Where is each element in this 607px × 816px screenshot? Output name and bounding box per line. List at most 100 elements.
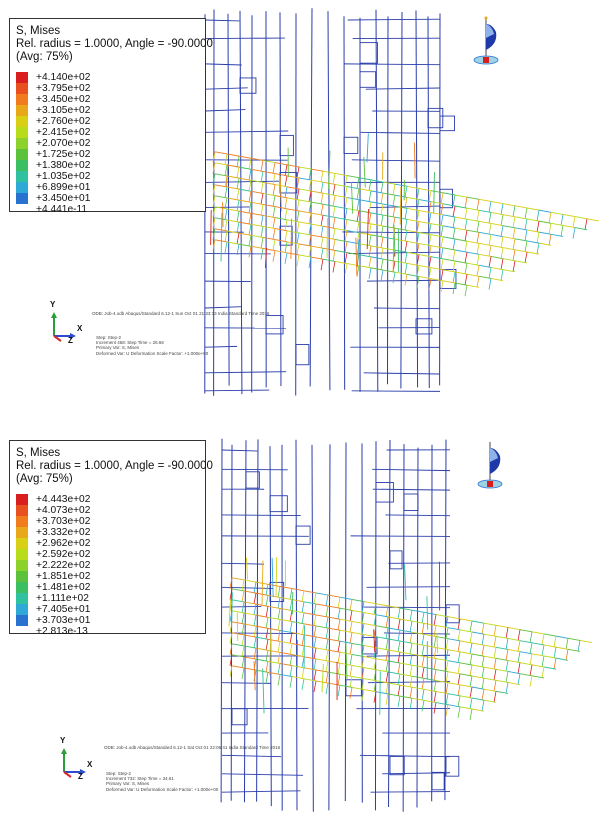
mesh-edge xyxy=(212,228,216,240)
mesh-edge xyxy=(507,682,521,686)
mesh-edge xyxy=(238,232,252,236)
mesh-edge xyxy=(212,151,216,163)
mesh-edge xyxy=(406,273,420,277)
mesh-edge xyxy=(349,599,353,611)
mesh-edge xyxy=(327,649,341,653)
mesh-edge xyxy=(286,252,300,256)
mesh-cell xyxy=(265,314,284,335)
mesh-edge xyxy=(495,646,509,650)
mesh-edge xyxy=(301,623,305,635)
mesh-edge xyxy=(505,660,509,672)
mesh-edge xyxy=(320,193,324,205)
mesh-edge xyxy=(277,652,281,664)
mesh-edge xyxy=(346,219,360,223)
mesh-edge xyxy=(351,159,441,162)
mesh-edge xyxy=(514,205,528,209)
legend-entry: +1.035e+02 xyxy=(16,171,90,182)
mesh-edge xyxy=(541,644,545,657)
mesh-edge xyxy=(435,614,449,618)
mesh-edge xyxy=(310,223,324,227)
mesh-edge xyxy=(500,269,504,281)
mesh-edge xyxy=(538,220,552,224)
mesh-edge xyxy=(373,680,377,692)
mesh-plot[interactable] xyxy=(0,416,607,816)
result-viewport-bottom[interactable]: S, Mises Rel. radius = 1.0000, Angle = -… xyxy=(0,416,607,816)
mesh-edge xyxy=(322,214,336,218)
mesh-edge xyxy=(339,596,353,600)
mesh-edge xyxy=(517,640,521,652)
mesh-edge xyxy=(346,186,360,190)
mesh-edge xyxy=(351,609,365,614)
mesh-edge xyxy=(373,669,377,681)
mesh-edge xyxy=(409,687,413,699)
mesh-edge xyxy=(392,226,395,272)
mesh-edge xyxy=(265,628,269,640)
mesh-edge xyxy=(550,211,564,215)
mesh-edge xyxy=(488,212,492,224)
mesh-edge xyxy=(469,642,473,655)
mesh-edge xyxy=(363,667,377,671)
mesh-edge xyxy=(339,607,353,611)
mesh-cell xyxy=(427,107,444,129)
mesh-edge xyxy=(265,661,269,673)
mesh-edge xyxy=(524,218,528,231)
result-viewport-top[interactable]: S, Mises Rel. radius = 1.0000, Angle = -… xyxy=(0,0,607,400)
mesh-edge xyxy=(529,675,533,687)
mesh-edge xyxy=(469,620,473,633)
mesh-edge xyxy=(572,216,576,228)
mesh-edge xyxy=(279,629,293,634)
mesh-edge xyxy=(301,656,305,668)
mesh-edge xyxy=(579,639,593,644)
mesh-edge xyxy=(538,242,552,246)
mesh-edge xyxy=(430,190,444,194)
mesh-edge xyxy=(291,621,305,625)
mesh-edge xyxy=(322,258,336,262)
mesh-edge xyxy=(459,706,473,710)
legend-swatch xyxy=(16,149,28,160)
mesh-edge xyxy=(452,238,456,251)
mesh-edge xyxy=(332,195,336,207)
mesh-edge xyxy=(327,638,341,642)
mesh-edge xyxy=(382,269,396,273)
mesh-edge xyxy=(337,685,341,697)
mesh-edge xyxy=(370,212,384,216)
legend-value: +3.795e+02 xyxy=(36,83,91,94)
mesh-edge xyxy=(325,661,329,673)
mesh-edge xyxy=(356,221,360,233)
legend-value: +1.851e+02 xyxy=(36,571,91,582)
mesh-edge xyxy=(445,693,449,705)
mesh-edge xyxy=(322,225,336,229)
mesh-edge xyxy=(236,244,240,256)
mesh-edge xyxy=(382,214,396,218)
mesh-edge xyxy=(440,258,444,270)
mesh-edge xyxy=(409,610,413,622)
mesh-edge xyxy=(421,656,425,668)
mesh-plot[interactable] xyxy=(0,0,607,400)
mesh-edge xyxy=(337,663,341,675)
mesh-edge xyxy=(553,647,557,659)
mesh-edge xyxy=(457,629,461,641)
mesh-edge xyxy=(368,234,372,246)
mesh-edge xyxy=(387,627,401,631)
mesh-edge xyxy=(464,208,468,220)
mesh-edge xyxy=(262,214,276,219)
mesh-edge xyxy=(265,595,269,607)
mesh-edge xyxy=(221,606,262,608)
mesh-edge xyxy=(350,535,451,537)
mesh-edge xyxy=(289,599,293,611)
mesh-edge xyxy=(370,223,384,227)
mesh-edge xyxy=(221,682,271,684)
mesh-edge xyxy=(250,245,264,249)
mesh-edge xyxy=(373,603,377,615)
mesh-edge xyxy=(481,656,485,668)
mesh-edge xyxy=(433,614,437,626)
mesh-edge xyxy=(368,212,372,224)
mesh-edge xyxy=(382,247,396,251)
axis-y-label: Y xyxy=(50,300,56,309)
mesh-edge xyxy=(265,606,269,618)
step-info: Step: Step-2 Increment 732: Step Time = … xyxy=(106,771,218,792)
mesh-edge xyxy=(428,256,432,268)
mesh-edge xyxy=(339,629,353,633)
mesh-cell xyxy=(231,708,248,726)
mesh-edge xyxy=(375,680,389,684)
